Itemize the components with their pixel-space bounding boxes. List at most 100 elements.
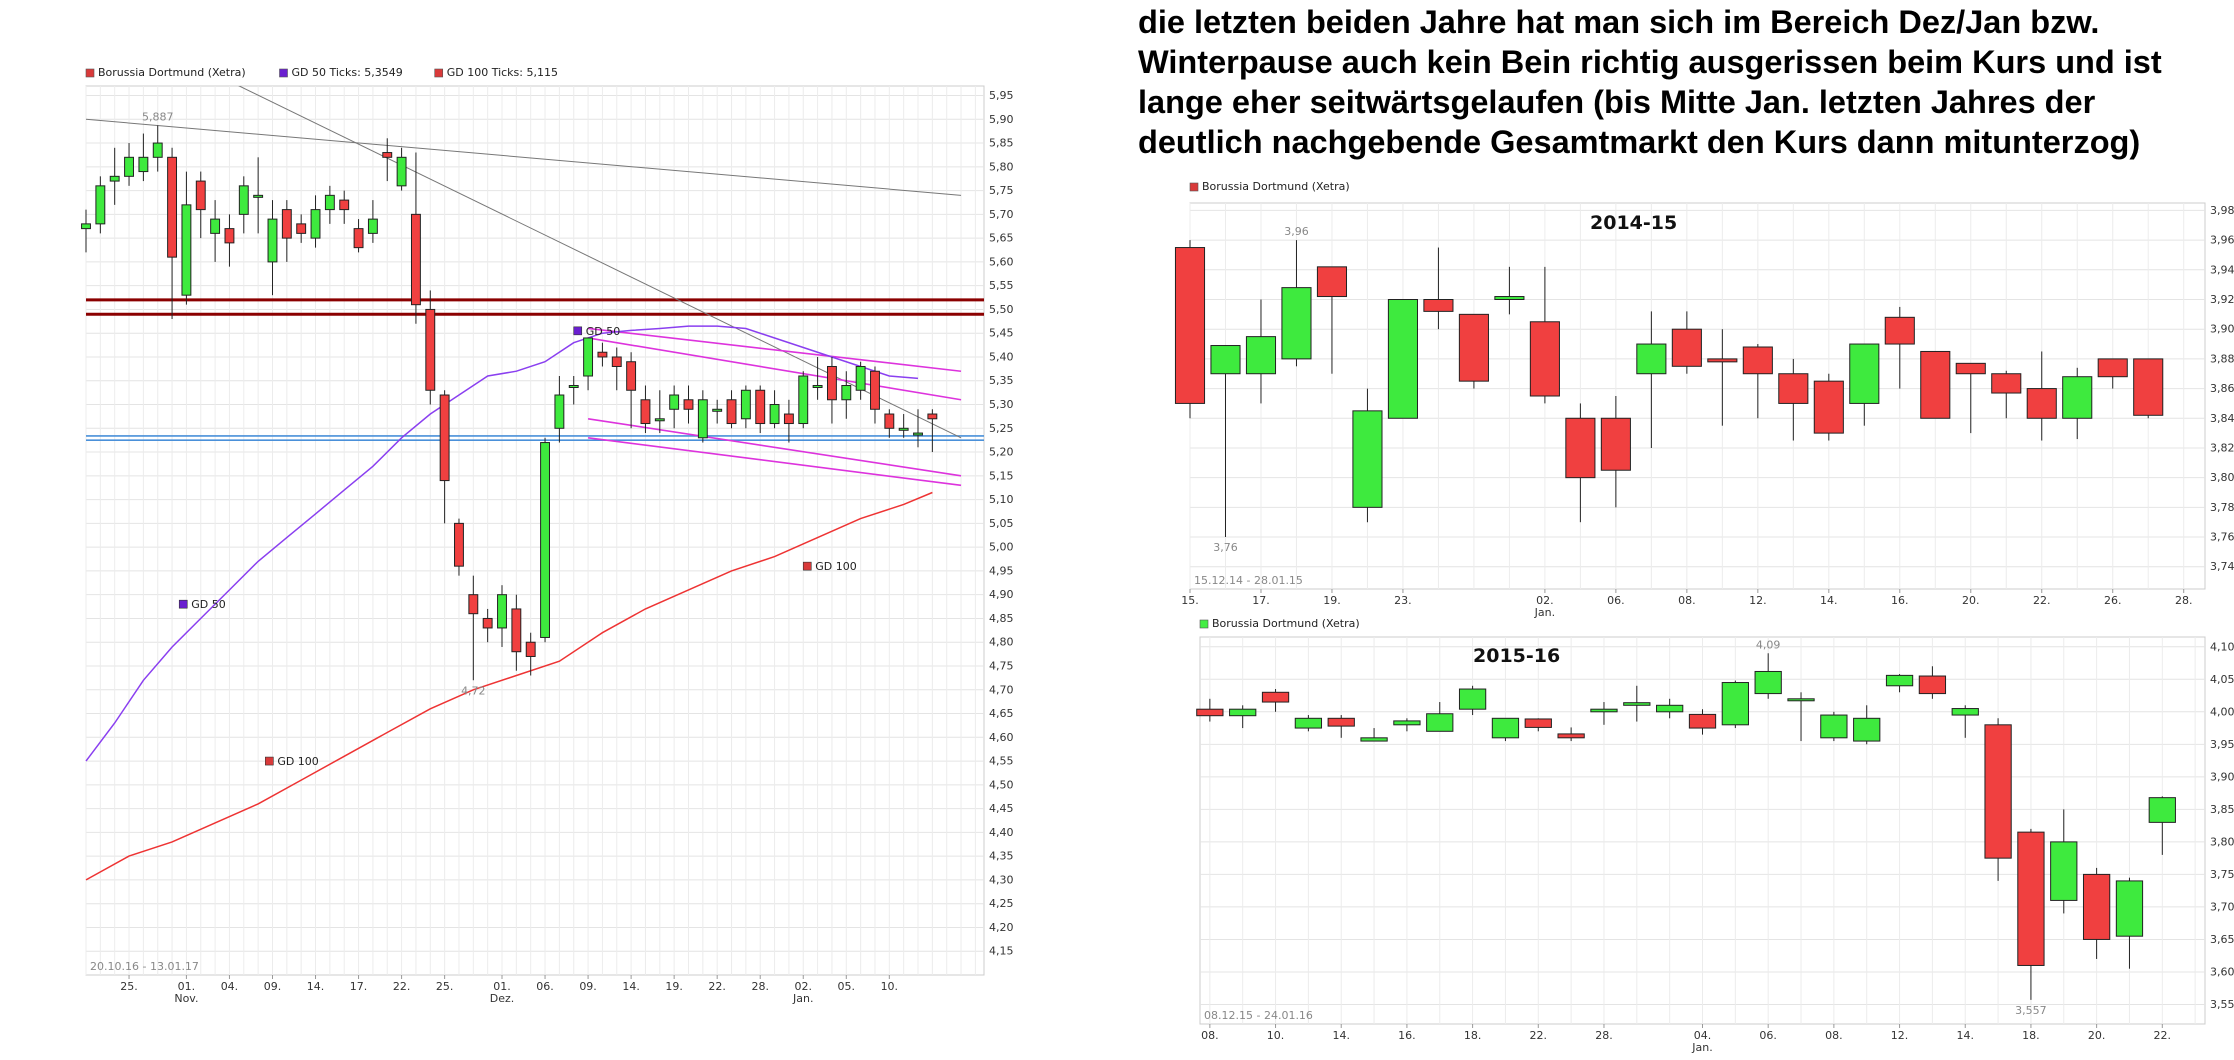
y-tick-label: 4,60 bbox=[989, 731, 1014, 744]
candle bbox=[826, 356, 837, 424]
y-tick-label: 3,95 bbox=[2210, 738, 2234, 751]
y-tick-label: 3,96 bbox=[2210, 234, 2234, 247]
candle-body bbox=[1787, 698, 1815, 702]
candle bbox=[324, 185, 335, 224]
y-tick-label: 4,65 bbox=[989, 707, 1014, 720]
y-tick-label: 4,45 bbox=[989, 802, 1014, 815]
trendline bbox=[587, 417, 962, 477]
candle bbox=[1991, 370, 2022, 419]
x-tick-sublabel: Jan. bbox=[1534, 606, 1555, 619]
x-tick-label: 05. bbox=[838, 980, 856, 993]
candle bbox=[224, 214, 235, 267]
trendline bbox=[86, 118, 962, 196]
candle-body bbox=[2148, 797, 2176, 823]
candle-body bbox=[1294, 717, 1323, 729]
candle bbox=[1229, 705, 1257, 729]
y-tick-label: 4,35 bbox=[989, 850, 1014, 863]
x-tick-label: 26. bbox=[2104, 594, 2122, 607]
y-tick-label: 4,75 bbox=[989, 659, 1014, 672]
extreme-value-label: 3,557 bbox=[2015, 1004, 2047, 1017]
candle bbox=[95, 176, 106, 234]
candle-body bbox=[210, 218, 221, 234]
candle-body bbox=[339, 199, 350, 211]
candle bbox=[1174, 240, 1206, 419]
candle-body bbox=[1565, 417, 1596, 479]
candle bbox=[597, 342, 608, 367]
candle-body bbox=[1853, 717, 1881, 742]
y-tick-label: 3,60 bbox=[2210, 965, 2234, 978]
candle-body bbox=[870, 370, 880, 410]
candle bbox=[654, 390, 665, 434]
x-tick-label: 25. bbox=[120, 980, 138, 993]
candle bbox=[1707, 329, 1738, 426]
candle bbox=[1565, 403, 1596, 523]
y-tick-label: 3,94 bbox=[2210, 263, 2234, 276]
candle-body bbox=[353, 228, 364, 249]
candle bbox=[2115, 877, 2144, 969]
candle-body bbox=[1918, 675, 1947, 695]
candle bbox=[124, 143, 134, 186]
candle bbox=[410, 152, 421, 324]
y-tick-label: 4,30 bbox=[989, 873, 1014, 886]
candle-body bbox=[109, 175, 120, 182]
candle bbox=[1813, 373, 1844, 441]
y-tick-label: 4,50 bbox=[989, 778, 1014, 791]
candle bbox=[167, 147, 178, 319]
candle-body bbox=[1261, 691, 1290, 703]
candle-body bbox=[1229, 708, 1257, 717]
y-tick-label: 5,25 bbox=[989, 422, 1014, 435]
x-tick-label: 22. bbox=[2033, 594, 2051, 607]
candle-body bbox=[1458, 313, 1489, 382]
candle bbox=[1656, 698, 1684, 719]
extreme-value-label: 5,887 bbox=[142, 110, 174, 123]
candle-body bbox=[1393, 720, 1421, 726]
x-tick-label: 14. bbox=[1820, 594, 1838, 607]
candle-body bbox=[1557, 733, 1585, 739]
candle-body bbox=[511, 608, 522, 653]
trendline bbox=[587, 337, 962, 401]
candle-body bbox=[1707, 358, 1738, 363]
candle-body bbox=[1423, 299, 1454, 312]
candle bbox=[1491, 717, 1520, 742]
candle-body bbox=[1754, 670, 1782, 695]
candle bbox=[2097, 358, 2128, 389]
candle bbox=[1951, 705, 1979, 738]
y-tick-label: 5,15 bbox=[989, 469, 1014, 482]
candle bbox=[568, 375, 579, 405]
candle bbox=[1426, 702, 1454, 732]
candle-body bbox=[1849, 343, 1880, 404]
candle-body bbox=[281, 209, 292, 239]
candle bbox=[238, 176, 249, 234]
plot-area bbox=[85, 85, 985, 976]
candle-body bbox=[525, 641, 536, 657]
candle-body bbox=[597, 351, 608, 358]
y-tick-label: 4,95 bbox=[989, 564, 1014, 577]
candle-body bbox=[898, 427, 909, 431]
candle bbox=[1853, 705, 1881, 745]
candle-body bbox=[1955, 362, 1986, 375]
y-tick-label: 4,10 bbox=[2210, 640, 2234, 653]
y-tick-label: 4,70 bbox=[989, 683, 1014, 696]
candle-body bbox=[482, 617, 493, 629]
candle bbox=[1557, 727, 1585, 742]
extreme-value-label: 3,76 bbox=[1213, 541, 1238, 554]
x-tick-label: 22. bbox=[1530, 1029, 1548, 1042]
legend-swatch bbox=[434, 68, 444, 78]
candle-body bbox=[2082, 873, 2111, 940]
candle bbox=[81, 209, 91, 253]
candle-body bbox=[1820, 714, 1848, 739]
x-tick-label: 22. bbox=[2154, 1029, 2172, 1042]
y-tick-label: 5,60 bbox=[989, 255, 1014, 268]
candle bbox=[468, 575, 479, 681]
candle-body bbox=[367, 218, 378, 234]
x-tick-label: 19. bbox=[1323, 594, 1341, 607]
x-tick-label: 14. bbox=[1332, 1029, 1350, 1042]
candle-body bbox=[410, 213, 421, 306]
candle-body bbox=[1210, 345, 1241, 375]
candle-body bbox=[238, 185, 249, 215]
candle bbox=[2082, 867, 2111, 959]
candle bbox=[1885, 674, 1914, 693]
candle-body bbox=[1688, 713, 1717, 729]
candle bbox=[310, 195, 321, 248]
y-tick-label: 5,85 bbox=[989, 137, 1014, 150]
